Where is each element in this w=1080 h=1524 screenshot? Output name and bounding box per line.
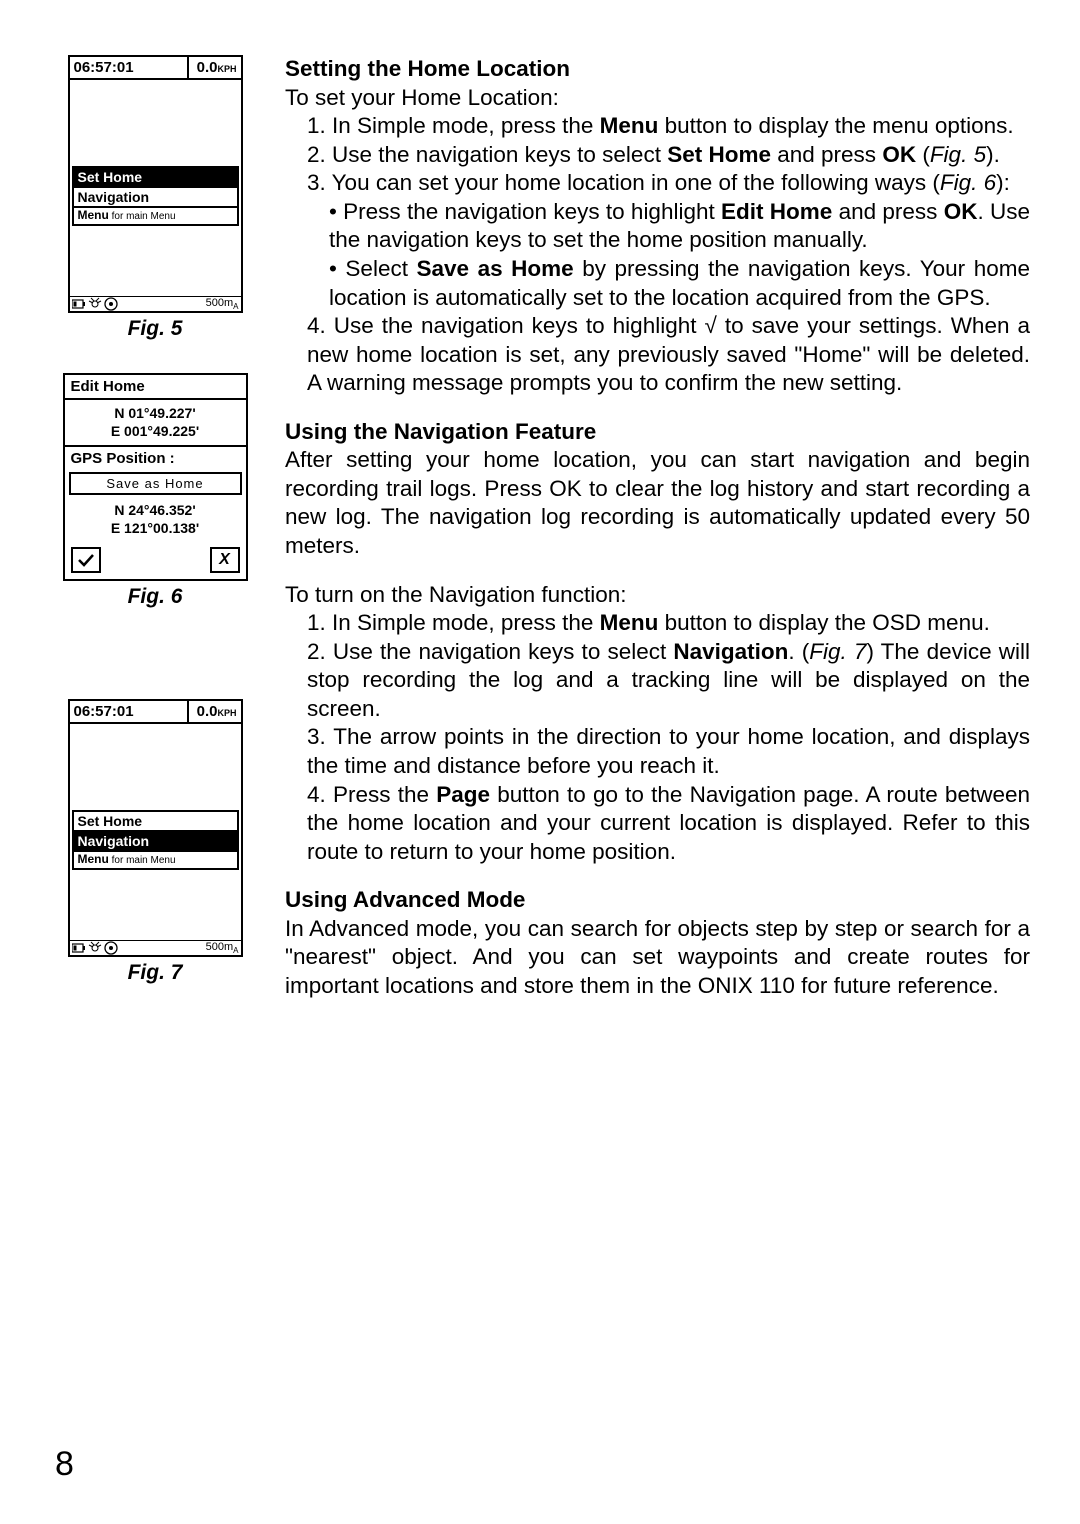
fig7-device: 06:57:01 0.0KPH Set Home Navigation Menu… — [68, 699, 243, 957]
fig7-caption: Fig. 7 — [128, 961, 183, 985]
step1-2: 2. Use the navigation keys to select Set… — [285, 141, 1030, 170]
step2-3: 3. The arrow points in the direction to … — [285, 723, 1030, 780]
intro-home: To set your Home Location: — [285, 84, 1030, 113]
bullet1-2: • Select Save as Home by pressing the na… — [285, 255, 1030, 312]
fig7-menu-hint: Menu for main Menu — [72, 852, 239, 870]
step2-2: 2. Use the navigation keys to select Nav… — [285, 638, 1030, 724]
fig7-status-icons — [72, 941, 118, 955]
fig6-caption: Fig. 6 — [128, 585, 183, 609]
fig7-time: 06:57:01 — [70, 701, 189, 722]
fig5-menu-navigation: Navigation — [72, 186, 239, 208]
fig5-scale: 500mA — [206, 297, 239, 311]
intro-nav-turn-on: To turn on the Navigation function: — [285, 581, 1030, 610]
fig6-gps-label: GPS Position : — [65, 447, 246, 470]
bullet1-1: • Press the navigation keys to highlight… — [285, 198, 1030, 255]
fig5-status-icons — [72, 297, 118, 311]
fig5-speed: 0.0KPH — [189, 57, 241, 78]
fig6-edit-coords: N 01°49.227' E 001°49.225' — [65, 400, 246, 446]
step1-4: 4. Use the navigation keys to highlight … — [285, 312, 1030, 398]
instruction-text: Setting the Home Location To set your Ho… — [285, 55, 1030, 1017]
heading-advanced: Using Advanced Mode — [285, 886, 1030, 915]
fig6-ok-button — [71, 547, 101, 573]
fig6-cancel-button: X — [210, 547, 240, 573]
fig5-menu-hint: Menu for main Menu — [72, 208, 239, 226]
fig6-save-as-home: Save as Home — [69, 472, 242, 495]
fig7-menu-sethome: Set Home — [72, 810, 239, 832]
fig5-time: 06:57:01 — [70, 57, 189, 78]
step1-1: 1. In Simple mode, press the Menu button… — [285, 112, 1030, 141]
fig5-device: 06:57:01 0.0KPH Set Home Navigation Menu… — [68, 55, 243, 313]
step2-4: 4. Press the Page button to go to the Na… — [285, 781, 1030, 867]
step2-1: 1. In Simple mode, press the Menu button… — [285, 609, 1030, 638]
fig5-menu-sethome: Set Home — [72, 166, 239, 188]
heading-home-location: Setting the Home Location — [285, 55, 1030, 84]
fig7-scale: 500mA — [206, 941, 239, 955]
fig5-caption: Fig. 5 — [128, 317, 183, 341]
fig6-header: Edit Home — [65, 375, 246, 400]
fig6-gps-coords: N 24°46.352' E 121°00.138' — [65, 497, 246, 545]
heading-navigation: Using the Navigation Feature — [285, 418, 1030, 447]
para-navigation: After setting your home location, you ca… — [285, 446, 1030, 560]
fig7-speed: 0.0KPH — [189, 701, 241, 722]
para-advanced: In Advanced mode, you can search for obj… — [285, 915, 1030, 1001]
fig6-device: Edit Home N 01°49.227' E 001°49.225' GPS… — [63, 373, 248, 581]
step1-3: 3. You can set your home location in one… — [285, 169, 1030, 198]
fig7-menu-navigation: Navigation — [72, 830, 239, 852]
figures-column: 06:57:01 0.0KPH Set Home Navigation Menu… — [55, 55, 255, 1017]
page-number: 8 — [55, 1445, 74, 1484]
